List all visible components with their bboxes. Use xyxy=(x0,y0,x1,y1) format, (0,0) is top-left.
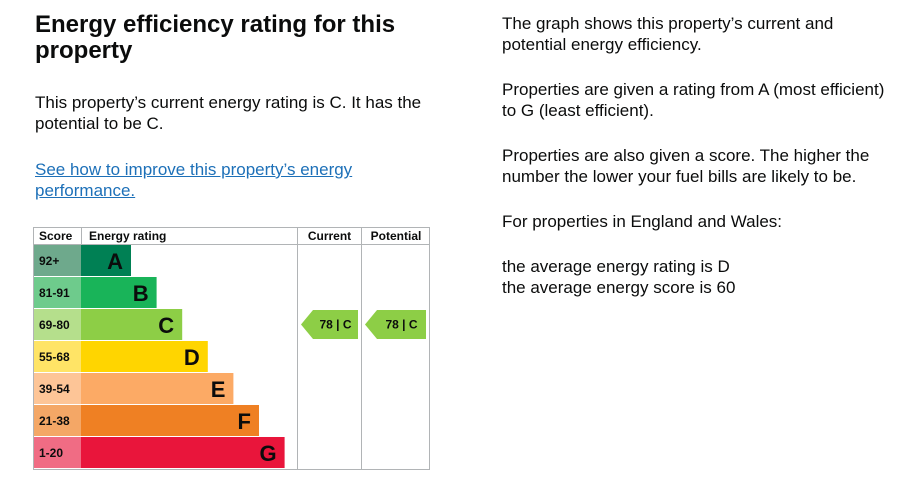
energy-rating-header: Energy rating xyxy=(89,229,166,243)
rating-band-letter-b: B xyxy=(133,281,149,306)
improve-performance-link[interactable]: See how to improve this property’s energ… xyxy=(35,160,353,200)
rating-band-letter-d: D xyxy=(184,345,200,370)
current-rating-text: This property’s current energy rating is… xyxy=(35,93,422,133)
score-explanation: Properties are also given a score. The h… xyxy=(502,146,870,186)
score-range-cell-b xyxy=(34,277,81,308)
rating-band-letter-g: G xyxy=(259,441,276,466)
current-rating-arrow-label: 78 | C xyxy=(319,318,351,332)
score-range-label-b: 81-91 xyxy=(39,286,70,300)
score-header: Score xyxy=(39,229,73,243)
score-range-cell-f xyxy=(34,405,81,436)
right-column: The graph shows this property’s current … xyxy=(502,13,902,298)
rating-band-b xyxy=(81,277,157,308)
potential-rating-arrow xyxy=(365,310,426,339)
score-range-label-e: 39-54 xyxy=(39,382,70,396)
epc-chart-svg: Score Energy rating Current Potential 92… xyxy=(33,227,430,470)
score-range-label-a: 92+ xyxy=(39,254,59,268)
score-range-cell-a xyxy=(34,245,81,276)
rating-band-a xyxy=(81,245,131,276)
potential-rating-arrow-label: 78 | C xyxy=(385,318,417,332)
average-rating-text: the average energy rating is D xyxy=(502,257,730,276)
rating-arrows: 78 | C 78 | C xyxy=(301,310,426,339)
rating-band-letter-a: A xyxy=(107,249,123,274)
score-range-cell-d xyxy=(34,341,81,372)
current-header: Current xyxy=(308,229,351,243)
rating-explanation: Properties are given a rating from A (mo… xyxy=(502,80,885,120)
current-rating-arrow xyxy=(301,310,358,339)
score-range-label-g: 1-20 xyxy=(39,446,63,460)
chart-frame xyxy=(33,227,430,470)
rating-band-f xyxy=(81,405,259,436)
left-column: Energy efficiency rating for this proper… xyxy=(35,12,445,201)
score-range-label-d: 55-68 xyxy=(39,350,70,364)
rating-band-e xyxy=(81,373,234,404)
page-title: Energy efficiency rating for this proper… xyxy=(35,11,396,64)
rating-band-d xyxy=(81,341,208,372)
score-range-cell-g xyxy=(34,437,81,468)
rating-band-c xyxy=(81,309,183,340)
rating-band-letter-e: E xyxy=(211,377,226,402)
score-range-cell-c xyxy=(34,309,81,340)
average-score-text: the average energy score is 60 xyxy=(502,278,736,297)
score-range-label-c: 69-80 xyxy=(39,318,70,332)
rating-bands: 92+ A 81-91 B 69-80 C 55-68 D 39-54 E 21-38 F 1-20 G xyxy=(34,245,285,468)
rating-band-letter-c: C xyxy=(158,313,174,338)
score-range-cell-e xyxy=(34,373,81,404)
region-note: For properties in England and Wales: xyxy=(502,212,783,231)
potential-header: Potential xyxy=(371,229,422,243)
epc-rating-chart: Score Energy rating Current Potential 92… xyxy=(33,227,430,470)
graph-explanation: The graph shows this property’s current … xyxy=(502,14,834,54)
score-range-label-f: 21-38 xyxy=(39,414,70,428)
rating-band-letter-f: F xyxy=(238,409,251,434)
rating-band-g xyxy=(81,437,285,468)
